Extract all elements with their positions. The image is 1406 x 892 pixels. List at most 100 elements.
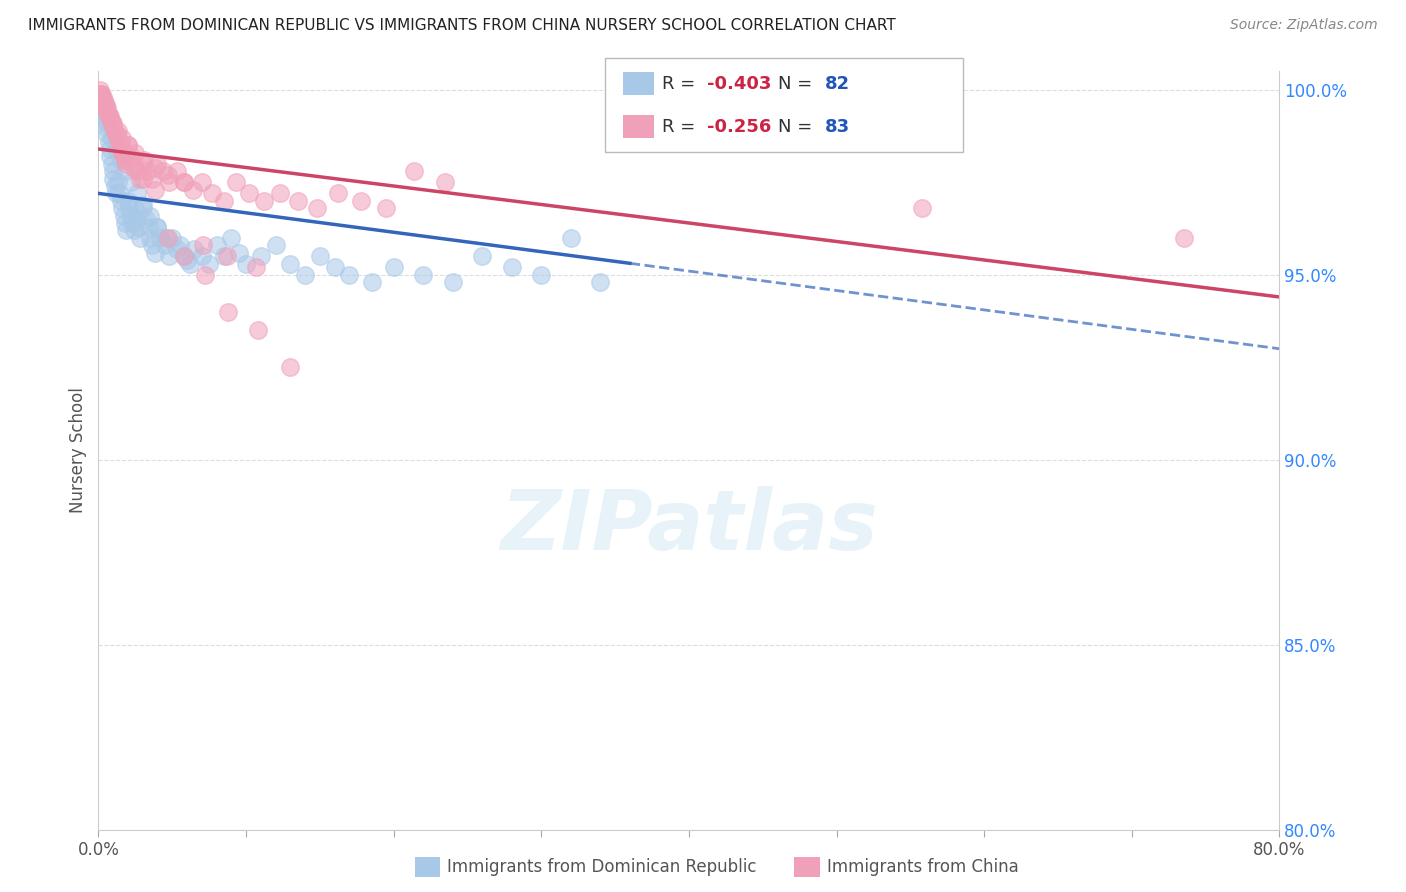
Point [280, 360, 302, 375]
Point [117, 194, 139, 208]
Point [91, 105, 114, 120]
Point [179, 257, 201, 271]
Point [93, 105, 115, 120]
Point [156, 168, 179, 182]
Point [120, 175, 142, 189]
Point [441, 275, 464, 289]
Point [122, 161, 145, 175]
Point [90, 90, 112, 104]
Point [139, 209, 162, 223]
Point [114, 164, 136, 178]
Point [198, 257, 221, 271]
Point [181, 183, 204, 197]
Point [108, 186, 131, 201]
Point [404, 164, 426, 178]
Text: Source: ZipAtlas.com: Source: ZipAtlas.com [1230, 18, 1378, 32]
Point [110, 142, 132, 156]
Text: -0.403: -0.403 [707, 75, 772, 93]
Point [212, 249, 235, 263]
Text: IMMIGRANTS FROM DOMINICAN REPUBLIC VS IMMIGRANTS FROM CHINA NURSERY SCHOOL CORRE: IMMIGRANTS FROM DOMINICAN REPUBLIC VS IM… [28, 18, 896, 33]
Point [141, 171, 163, 186]
Point [360, 275, 382, 289]
Point [287, 194, 309, 208]
Point [114, 153, 136, 168]
Point [120, 149, 142, 163]
Point [412, 268, 434, 282]
Point [132, 171, 155, 186]
Text: 83: 83 [825, 118, 851, 136]
Point [117, 138, 139, 153]
Point [94, 101, 117, 115]
Point [111, 201, 134, 215]
Text: R =: R = [662, 75, 702, 93]
Point [94, 97, 117, 112]
Point [350, 194, 373, 208]
Point [103, 171, 125, 186]
Point [125, 164, 148, 178]
Point [100, 157, 122, 171]
Point [118, 201, 141, 215]
Point [96, 101, 118, 115]
Point [91, 97, 114, 112]
Point [132, 157, 155, 171]
Point [105, 127, 128, 141]
Point [94, 120, 117, 134]
Point [375, 201, 398, 215]
Point [90, 87, 112, 101]
Point [501, 260, 523, 275]
Point [89, 87, 111, 101]
Point [141, 238, 163, 252]
Point [100, 116, 122, 130]
Point [117, 138, 139, 153]
Point [228, 245, 250, 260]
Point [107, 175, 129, 189]
Point [105, 142, 128, 156]
Point [382, 260, 405, 275]
Text: N =: N = [778, 118, 817, 136]
Point [136, 164, 159, 178]
Point [212, 194, 235, 208]
Point [115, 149, 138, 163]
Point [110, 138, 132, 153]
Point [125, 212, 148, 227]
Point [98, 112, 121, 127]
Point [105, 186, 128, 201]
Point [103, 120, 125, 134]
Point [138, 219, 160, 234]
Point [96, 127, 118, 141]
Point [166, 242, 188, 256]
Point [217, 305, 239, 319]
Point [1173, 231, 1195, 245]
Point [96, 105, 118, 120]
Point [269, 186, 291, 201]
Point [294, 268, 316, 282]
Point [143, 245, 166, 260]
Text: -0.256: -0.256 [707, 118, 772, 136]
Text: 82: 82 [825, 75, 851, 93]
Point [120, 209, 142, 223]
Point [194, 268, 217, 282]
Point [253, 194, 276, 208]
Point [93, 94, 115, 108]
Point [100, 116, 122, 130]
Point [100, 131, 122, 145]
Point [339, 268, 361, 282]
Point [589, 275, 612, 289]
Point [89, 83, 111, 97]
Point [111, 131, 134, 145]
Point [434, 175, 457, 189]
Point [97, 109, 120, 123]
Point [124, 145, 146, 160]
Point [191, 175, 214, 189]
Point [107, 131, 129, 145]
Point [193, 238, 215, 252]
Point [530, 268, 553, 282]
Point [112, 209, 135, 223]
Point [215, 249, 238, 263]
Point [156, 231, 179, 245]
Point [110, 153, 132, 168]
Point [157, 175, 180, 189]
Point [128, 171, 150, 186]
Point [162, 231, 183, 245]
Point [157, 249, 180, 263]
